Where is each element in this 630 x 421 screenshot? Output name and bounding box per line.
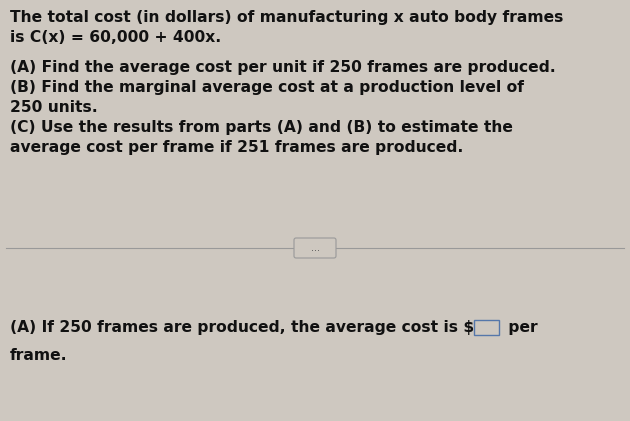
Text: (C) Use the results from parts (A) and (B) to estimate the: (C) Use the results from parts (A) and (… [10,120,513,135]
FancyBboxPatch shape [294,238,336,258]
Text: per: per [503,320,538,335]
Text: frame.: frame. [10,348,67,363]
Text: ...: ... [311,243,319,253]
Text: (B) Find the marginal average cost at a production level of: (B) Find the marginal average cost at a … [10,80,524,95]
Text: The total cost (in dollars) of manufacturing x auto body frames: The total cost (in dollars) of manufactu… [10,10,563,25]
Text: (A) If 250 frames are produced, the average cost is $: (A) If 250 frames are produced, the aver… [10,320,474,335]
Text: is C(x) = 60,000 + 400x.: is C(x) = 60,000 + 400x. [10,30,221,45]
FancyBboxPatch shape [474,320,499,335]
Text: average cost per frame if 251 frames are produced.: average cost per frame if 251 frames are… [10,140,464,155]
Text: (A) Find the average cost per unit if 250 frames are produced.: (A) Find the average cost per unit if 25… [10,60,556,75]
Text: 250 units.: 250 units. [10,100,98,115]
